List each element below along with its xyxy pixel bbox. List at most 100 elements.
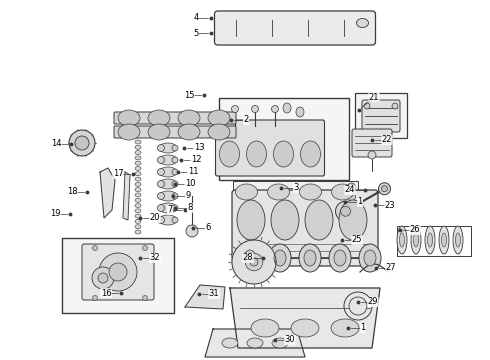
Ellipse shape bbox=[178, 110, 200, 126]
Ellipse shape bbox=[135, 150, 141, 154]
Ellipse shape bbox=[245, 253, 263, 271]
Text: 1: 1 bbox=[357, 198, 363, 207]
Text: 16: 16 bbox=[100, 288, 111, 297]
Text: 13: 13 bbox=[194, 144, 204, 153]
Ellipse shape bbox=[159, 203, 177, 213]
Ellipse shape bbox=[159, 191, 177, 201]
Ellipse shape bbox=[378, 183, 391, 195]
Ellipse shape bbox=[268, 184, 290, 200]
Ellipse shape bbox=[157, 193, 165, 199]
Text: 8: 8 bbox=[187, 203, 193, 212]
Ellipse shape bbox=[135, 177, 141, 181]
FancyBboxPatch shape bbox=[232, 190, 378, 266]
Ellipse shape bbox=[331, 319, 359, 337]
Text: 5: 5 bbox=[194, 28, 198, 37]
Ellipse shape bbox=[246, 141, 267, 167]
Ellipse shape bbox=[159, 179, 177, 189]
Text: 20: 20 bbox=[150, 213, 160, 222]
Ellipse shape bbox=[453, 226, 463, 254]
Ellipse shape bbox=[341, 206, 350, 216]
Bar bbox=[232, 181, 358, 203]
Text: 7: 7 bbox=[167, 206, 172, 215]
Ellipse shape bbox=[231, 105, 239, 112]
Text: 17: 17 bbox=[113, 170, 123, 179]
Ellipse shape bbox=[300, 141, 320, 167]
Bar bbox=[355, 93, 407, 138]
Ellipse shape bbox=[296, 107, 304, 117]
Ellipse shape bbox=[118, 124, 140, 140]
Ellipse shape bbox=[305, 200, 333, 240]
Ellipse shape bbox=[172, 169, 178, 175]
Text: 22: 22 bbox=[382, 135, 392, 144]
FancyBboxPatch shape bbox=[216, 120, 324, 176]
Text: 3: 3 bbox=[294, 184, 299, 193]
Ellipse shape bbox=[93, 296, 98, 301]
Text: 26: 26 bbox=[410, 225, 420, 234]
Ellipse shape bbox=[135, 219, 141, 224]
Ellipse shape bbox=[178, 124, 200, 140]
Ellipse shape bbox=[157, 180, 165, 188]
Ellipse shape bbox=[273, 141, 294, 167]
Ellipse shape bbox=[135, 209, 141, 213]
Text: 24: 24 bbox=[345, 185, 355, 194]
Ellipse shape bbox=[236, 184, 258, 200]
Ellipse shape bbox=[339, 200, 367, 240]
Ellipse shape bbox=[283, 103, 291, 113]
Text: 18: 18 bbox=[67, 188, 77, 197]
Polygon shape bbox=[230, 288, 380, 348]
Ellipse shape bbox=[347, 193, 356, 201]
Ellipse shape bbox=[159, 155, 177, 165]
Ellipse shape bbox=[332, 184, 353, 200]
Ellipse shape bbox=[359, 244, 381, 272]
Ellipse shape bbox=[329, 244, 351, 272]
Ellipse shape bbox=[425, 226, 435, 254]
Text: 11: 11 bbox=[188, 167, 198, 176]
Ellipse shape bbox=[392, 103, 398, 109]
Ellipse shape bbox=[208, 124, 230, 140]
Ellipse shape bbox=[69, 130, 95, 156]
Ellipse shape bbox=[148, 124, 170, 140]
Ellipse shape bbox=[397, 226, 407, 254]
FancyBboxPatch shape bbox=[362, 100, 400, 132]
Ellipse shape bbox=[135, 145, 141, 149]
Ellipse shape bbox=[336, 201, 356, 221]
Text: 2: 2 bbox=[244, 116, 248, 125]
Ellipse shape bbox=[135, 161, 141, 165]
Ellipse shape bbox=[157, 204, 165, 211]
Text: 9: 9 bbox=[185, 192, 191, 201]
Ellipse shape bbox=[135, 166, 141, 171]
Ellipse shape bbox=[135, 172, 141, 176]
Ellipse shape bbox=[135, 198, 141, 202]
Ellipse shape bbox=[172, 205, 178, 211]
Ellipse shape bbox=[304, 250, 316, 266]
Polygon shape bbox=[123, 172, 130, 220]
FancyBboxPatch shape bbox=[114, 126, 236, 138]
Ellipse shape bbox=[427, 233, 433, 247]
Ellipse shape bbox=[172, 217, 178, 223]
Ellipse shape bbox=[250, 258, 258, 266]
Ellipse shape bbox=[99, 253, 137, 291]
Bar bbox=[219, 98, 349, 180]
Text: 23: 23 bbox=[385, 201, 395, 210]
Text: 15: 15 bbox=[184, 90, 194, 99]
Text: 30: 30 bbox=[285, 336, 295, 345]
Ellipse shape bbox=[92, 267, 114, 289]
Ellipse shape bbox=[135, 214, 141, 218]
Text: 31: 31 bbox=[209, 289, 220, 298]
Ellipse shape bbox=[299, 244, 321, 272]
Ellipse shape bbox=[439, 226, 449, 254]
Ellipse shape bbox=[135, 225, 141, 229]
Ellipse shape bbox=[186, 225, 198, 237]
Ellipse shape bbox=[271, 200, 299, 240]
Ellipse shape bbox=[247, 338, 263, 348]
Ellipse shape bbox=[274, 250, 286, 266]
Ellipse shape bbox=[441, 233, 446, 247]
Ellipse shape bbox=[411, 226, 421, 254]
Ellipse shape bbox=[251, 319, 279, 337]
Ellipse shape bbox=[251, 105, 259, 112]
FancyBboxPatch shape bbox=[352, 129, 392, 157]
Ellipse shape bbox=[93, 246, 98, 251]
Ellipse shape bbox=[135, 156, 141, 160]
FancyBboxPatch shape bbox=[82, 244, 154, 300]
Text: 29: 29 bbox=[368, 297, 378, 306]
